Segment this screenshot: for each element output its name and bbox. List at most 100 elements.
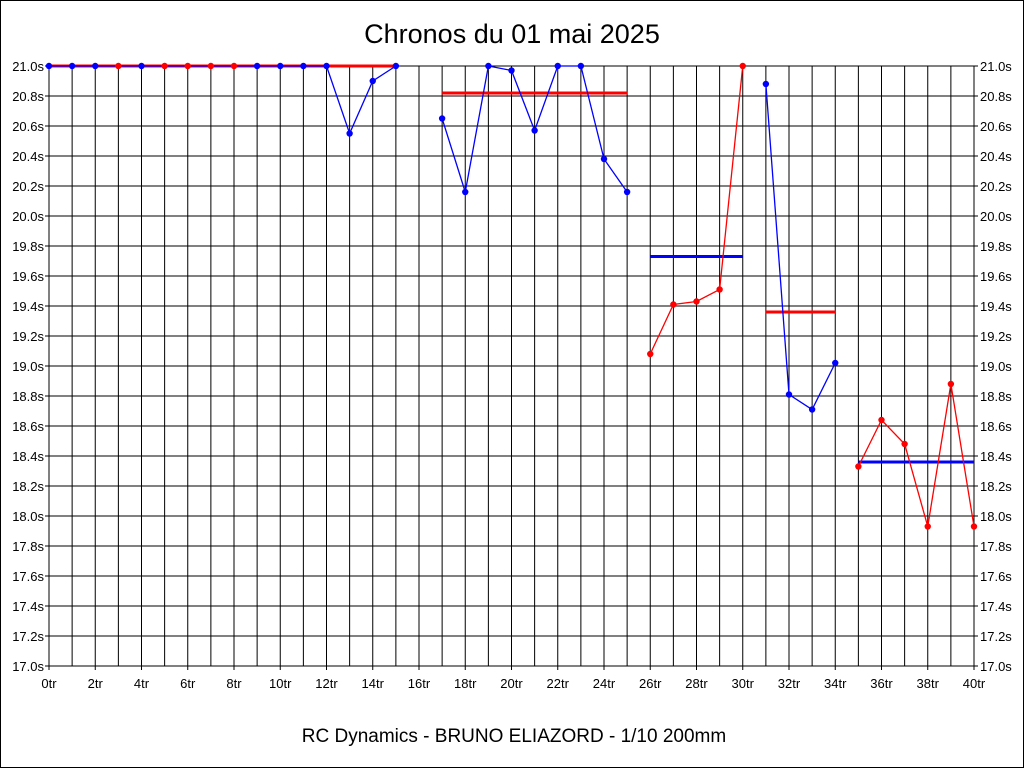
y-tick-label-right: 19.2s <box>980 329 1012 344</box>
data-point <box>369 77 376 85</box>
y-tick-label-left: 18.4s <box>12 449 44 464</box>
y-tick-label-right: 17.6s <box>980 569 1012 584</box>
x-tick-label: 8tr <box>226 676 242 691</box>
data-point <box>647 350 654 358</box>
y-tick-label-right: 18.2s <box>980 479 1012 494</box>
y-tick-label-right: 19.0s <box>980 359 1012 374</box>
data-point <box>855 463 862 470</box>
x-tick-label: 12tr <box>315 676 338 691</box>
data-point <box>277 62 284 70</box>
y-tick-label-right: 17.8s <box>980 539 1012 554</box>
y-tick-label-left: 17.0s <box>12 659 44 674</box>
y-tick-label-right: 18.8s <box>980 389 1012 404</box>
y-tick-label-left: 17.8s <box>12 539 44 554</box>
data-point <box>462 188 469 196</box>
x-axis-ticks: 0tr 2tr 4tr 6tr 8tr 10tr 12tr 14tr 16tr 18tr 20tr 2… <box>41 666 986 691</box>
data-point <box>68 62 76 70</box>
data-point <box>485 62 492 70</box>
x-tick-label: 28tr <box>685 676 708 691</box>
y-axis-right-ticks: 17.0s 17.2s 17.4s 17.6s 17.8s 18.0s 18.2s 18.4s… <box>980 59 1012 674</box>
x-tick-label: 26tr <box>639 676 662 691</box>
y-tick-label-left: 20.2s <box>12 179 44 194</box>
y-tick-label-right: 20.2s <box>980 179 1012 194</box>
y-tick-label-left: 19.4s <box>12 299 44 314</box>
y-tick-label-left: 19.8s <box>12 239 44 254</box>
data-points <box>45 62 978 530</box>
data-point <box>346 130 353 137</box>
data-point <box>739 62 746 70</box>
data-point <box>508 67 515 74</box>
y-tick-label-right: 21.0s <box>980 59 1012 74</box>
y-tick-label-right: 19.4s <box>980 299 1012 314</box>
data-point <box>45 62 53 70</box>
data-point <box>901 440 908 448</box>
y-tick-label-right: 17.2s <box>980 629 1012 644</box>
data-point <box>438 115 446 122</box>
y-tick-label-left: 20.0s <box>12 209 44 224</box>
x-tick-label: 4tr <box>134 676 150 691</box>
data-point <box>878 416 885 424</box>
data-point <box>253 62 261 70</box>
data-point <box>300 62 307 70</box>
data-point <box>92 62 99 70</box>
y-tick-label-left: 17.2s <box>12 629 44 644</box>
y-tick-label-right: 18.6s <box>980 419 1012 434</box>
data-point <box>808 406 816 413</box>
chart-subtitle: RC Dynamics - BRUNO ELIAZORD - 1/10 200m… <box>302 726 726 747</box>
data-point <box>184 62 191 70</box>
y-tick-label-right: 18.0s <box>980 509 1012 524</box>
y-tick-label-left: 18.0s <box>12 509 44 524</box>
x-tick-label: 36tr <box>870 676 893 691</box>
x-tick-label: 24tr <box>593 676 616 691</box>
y-tick-label-right: 18.4s <box>980 449 1012 464</box>
data-point <box>323 62 330 70</box>
y-tick-label-left: 18.8s <box>12 389 44 404</box>
y-tick-label-left: 19.0s <box>12 359 44 374</box>
data-point <box>138 62 145 70</box>
y-tick-label-left: 21.0s <box>12 59 44 74</box>
data-point <box>924 523 931 530</box>
data-point <box>554 62 561 70</box>
x-tick-label: 38tr <box>917 676 940 691</box>
y-tick-label-left: 20.8s <box>12 89 44 104</box>
x-tick-label: 40tr <box>963 676 986 691</box>
y-axis-left-ticks: 17.0s 17.2s 17.4s 17.6s 17.8s 18.0s 18.2s 18.4s… <box>12 59 44 674</box>
data-point <box>623 188 631 196</box>
y-tick-label-right: 20.8s <box>980 89 1012 104</box>
y-tick-label-left: 20.4s <box>12 149 44 164</box>
data-point <box>832 359 839 367</box>
y-tick-label-right: 17.4s <box>980 599 1012 614</box>
data-point <box>392 62 400 70</box>
y-tick-label-right: 17.0s <box>980 659 1012 674</box>
data-point <box>716 286 723 293</box>
series-line <box>49 65 397 136</box>
data-point <box>670 301 677 308</box>
y-tick-label-left: 19.2s <box>12 329 44 344</box>
x-tick-label: 6tr <box>180 676 196 691</box>
data-point <box>947 380 955 388</box>
series-line <box>857 383 975 527</box>
y-tick-label-right: 20.6s <box>980 119 1012 134</box>
chart-title: Chronos du 01 mai 2025 <box>364 19 660 49</box>
x-tick-label: 30tr <box>732 676 755 691</box>
y-tick-label-left: 20.6s <box>12 119 44 134</box>
data-point <box>230 62 238 70</box>
data-point <box>762 80 770 88</box>
y-tick-label-right: 20.0s <box>980 209 1012 224</box>
y-tick-label-left: 17.6s <box>12 569 44 584</box>
data-point <box>115 62 122 70</box>
grid <box>45 65 978 667</box>
data-point <box>600 155 608 163</box>
y-tick-label-right: 19.6s <box>980 269 1012 284</box>
data-point <box>970 523 978 530</box>
x-tick-label: 0tr <box>41 676 57 691</box>
data-point <box>785 391 793 398</box>
x-tick-label: 2tr <box>88 676 104 691</box>
y-tick-label-right: 20.4s <box>980 149 1012 164</box>
y-tick-label-left: 19.6s <box>12 269 44 284</box>
x-tick-label: 22tr <box>547 676 570 691</box>
data-point <box>693 298 700 305</box>
x-tick-label: 32tr <box>778 676 801 691</box>
data-point <box>531 127 538 134</box>
